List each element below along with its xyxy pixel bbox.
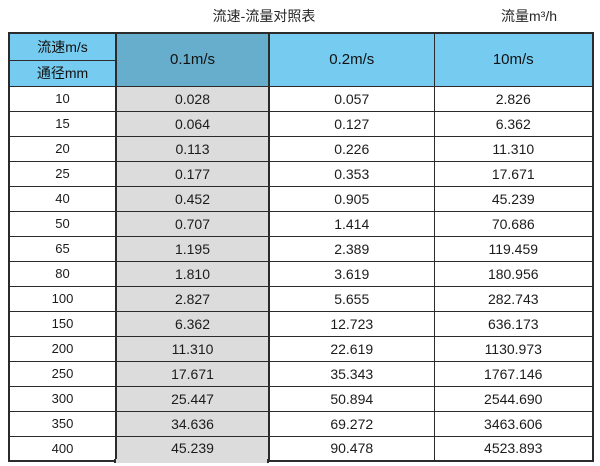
table-row: 25 0.177 0.353 17.671 — [8, 160, 594, 187]
flow-value-cell: 6.362 — [433, 110, 594, 137]
table-row: 100 2.827 5.655 282.743 — [8, 285, 594, 312]
header-velocity-col-2: 0.2m/s — [268, 32, 435, 87]
diameter-cell: 150 — [8, 310, 117, 337]
header-velocity-col-1: 0.1m/s — [115, 32, 270, 87]
flow-value-cell: 50.894 — [268, 385, 435, 412]
flow-comparison-table: 流速m/s 0.1m/s 0.2m/s 10m/s 通径mm 10 0.028 0.… — [8, 32, 594, 462]
flow-value-cell: 2.389 — [268, 235, 435, 262]
flow-value-cell: 11.310 — [433, 135, 594, 162]
flow-value-cell: 17.671 — [115, 360, 270, 387]
flow-value-cell: 0.905 — [268, 185, 435, 212]
flow-value-cell: 34.636 — [115, 410, 270, 437]
header-velocity-unit: 流速m/s — [8, 32, 117, 61]
flow-value-cell: 0.177 — [115, 160, 270, 187]
flow-value-cell: 25.447 — [115, 385, 270, 412]
flow-value-cell: 0.028 — [115, 85, 270, 112]
diameter-cell: 65 — [8, 235, 117, 262]
table-row: 50 0.707 1.414 70.686 — [8, 210, 594, 237]
header-velocity-col-3: 10m/s — [433, 32, 594, 87]
flow-value-cell: 11.310 — [115, 335, 270, 362]
diameter-cell: 400 — [8, 435, 117, 462]
flow-value-cell: 2.827 — [115, 285, 270, 312]
flow-value-cell: 0.707 — [115, 210, 270, 237]
flow-value-cell: 5.655 — [268, 285, 435, 312]
table-row: 15 0.064 0.127 6.362 — [8, 110, 594, 137]
flow-value-cell: 636.173 — [433, 310, 594, 337]
flow-value-cell: 0.127 — [268, 110, 435, 137]
diameter-cell: 50 — [8, 210, 117, 237]
table-title: 流速-流量对照表 — [212, 8, 316, 24]
table-row: 350 34.636 69.272 3463.606 — [8, 410, 594, 437]
flow-value-cell: 22.619 — [268, 335, 435, 362]
flow-value-cell: 1.195 — [115, 235, 270, 262]
flow-value-cell: 45.239 — [115, 435, 270, 462]
flow-value-cell: 4523.893 — [433, 435, 594, 462]
flow-value-cell: 45.239 — [433, 185, 594, 212]
flow-value-cell: 69.272 — [268, 410, 435, 437]
flow-value-cell: 6.362 — [115, 310, 270, 337]
flow-value-cell: 282.743 — [433, 285, 594, 312]
table-row: 150 6.362 12.723 636.173 — [8, 310, 594, 337]
flow-value-cell: 3463.606 — [433, 410, 594, 437]
flow-value-cell: 1130.973 — [433, 335, 594, 362]
flow-value-cell: 0.113 — [115, 135, 270, 162]
flow-value-cell: 0.452 — [115, 185, 270, 212]
flow-value-cell: 0.353 — [268, 160, 435, 187]
table-row: 300 25.447 50.894 2544.690 — [8, 385, 594, 412]
flow-value-cell: 12.723 — [268, 310, 435, 337]
flow-value-cell: 35.343 — [268, 360, 435, 387]
table-row: 10 0.028 0.057 2.826 — [8, 85, 594, 112]
flow-value-cell: 0.064 — [115, 110, 270, 137]
flow-value-cell: 119.459 — [433, 235, 594, 262]
flow-value-cell: 1.810 — [115, 260, 270, 287]
flow-value-cell: 2.826 — [433, 85, 594, 112]
table-row: 250 17.671 35.343 1767.146 — [8, 360, 594, 387]
table-header: 流速m/s 0.1m/s 0.2m/s 10m/s 通径mm — [8, 32, 594, 87]
diameter-cell: 350 — [8, 410, 117, 437]
table-row: 200 11.310 22.619 1130.973 — [8, 335, 594, 362]
diameter-cell: 100 — [8, 285, 117, 312]
table-row: 80 1.810 3.619 180.956 — [8, 260, 594, 287]
flow-value-cell: 2544.690 — [433, 385, 594, 412]
flow-rate-unit-label: 流量m³/h — [501, 8, 557, 24]
gray-column-overhang — [114, 459, 269, 463]
diameter-cell: 80 — [8, 260, 117, 287]
header-diameter-unit: 通径mm — [8, 59, 117, 87]
diameter-cell: 20 — [8, 135, 117, 162]
table-body: 10 0.028 0.057 2.826 15 0.064 0.127 6.362 20 0.11… — [8, 85, 594, 462]
flow-value-cell: 0.226 — [268, 135, 435, 162]
flow-value-cell: 180.956 — [433, 260, 594, 287]
table-row: 40 0.452 0.905 45.239 — [8, 185, 594, 212]
table-row: 20 0.113 0.226 11.310 — [8, 135, 594, 162]
flow-value-cell: 70.686 — [433, 210, 594, 237]
flow-value-cell: 0.057 — [268, 85, 435, 112]
diameter-cell: 200 — [8, 335, 117, 362]
flow-value-cell: 90.478 — [268, 435, 435, 462]
flow-value-cell: 17.671 — [433, 160, 594, 187]
diameter-cell: 10 — [8, 85, 117, 112]
flow-value-cell: 1767.146 — [433, 360, 594, 387]
flow-value-cell: 1.414 — [268, 210, 435, 237]
diameter-cell: 300 — [8, 385, 117, 412]
table-row: 65 1.195 2.389 119.459 — [8, 235, 594, 262]
diameter-cell: 40 — [8, 185, 117, 212]
diameter-cell: 15 — [8, 110, 117, 137]
flow-value-cell: 3.619 — [268, 260, 435, 287]
diameter-cell: 25 — [8, 160, 117, 187]
diameter-cell: 250 — [8, 360, 117, 387]
table-row: 400 45.239 90.478 4523.893 — [8, 435, 594, 462]
